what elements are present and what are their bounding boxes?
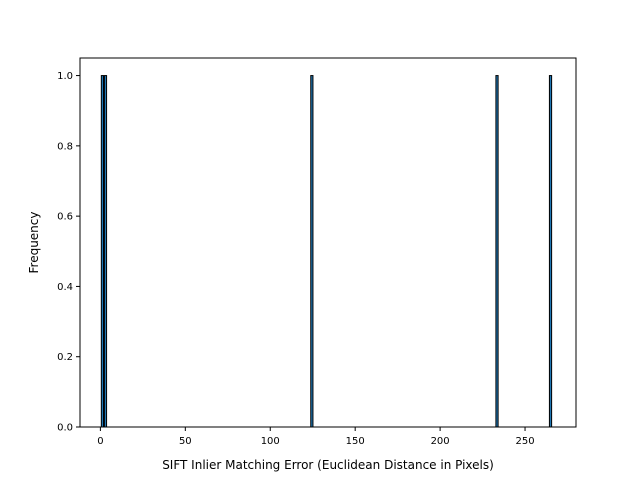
histogram-bar-4: [548, 75, 553, 428]
x-tick-label: 150: [346, 436, 365, 447]
histogram-bar-0: [100, 75, 105, 428]
x-tick-label: 0: [97, 436, 103, 447]
y-axis-label: Frequency: [27, 212, 41, 274]
y-tick-label: 1.0: [57, 71, 73, 82]
y-tick-label: 0.2: [57, 352, 73, 363]
y-tick-label: 0.8: [57, 141, 73, 152]
histogram-bar-3: [495, 75, 499, 428]
x-tick-label: 50: [179, 436, 192, 447]
plot-frame: [79, 57, 577, 428]
x-tick-label: 200: [431, 436, 450, 447]
histogram-bar-1: [103, 75, 108, 428]
x-axis-ticks: 0 50 100 150 200 250: [97, 427, 535, 447]
x-tick-label: 100: [261, 436, 280, 447]
bars-layer: [100, 75, 553, 428]
y-tick-label: 0.4: [57, 282, 73, 293]
y-tick-label: 0.6: [57, 212, 73, 223]
y-axis-ticks: 0.0 0.2 0.4 0.6 0.8 1.0: [57, 71, 80, 434]
histogram-bar-2: [310, 75, 314, 428]
y-tick-label: 0.0: [57, 423, 73, 434]
x-axis-label: SIFT Inlier Matching Error (Euclidean Di…: [162, 458, 494, 472]
x-tick-label: 250: [515, 436, 534, 447]
